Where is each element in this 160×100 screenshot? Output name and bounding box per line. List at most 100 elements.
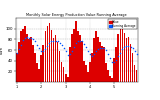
Point <box>127 46 130 47</box>
Bar <box>73 29 75 82</box>
Bar <box>34 53 36 82</box>
Bar <box>67 77 68 82</box>
Point <box>20 44 22 46</box>
Point <box>60 44 63 46</box>
Bar <box>85 65 87 82</box>
Bar <box>22 29 24 82</box>
Bar <box>32 45 34 82</box>
Point <box>24 37 26 38</box>
Point <box>52 41 55 42</box>
Bar <box>63 67 64 82</box>
Bar <box>55 35 56 82</box>
Point <box>56 41 59 42</box>
Bar <box>134 65 135 82</box>
Point <box>107 53 109 55</box>
Point <box>66 55 69 56</box>
Point <box>62 47 65 49</box>
Point <box>72 46 75 48</box>
Bar <box>40 55 42 82</box>
Bar <box>81 42 83 82</box>
Bar <box>117 34 119 82</box>
Bar <box>103 47 105 82</box>
Bar <box>30 37 32 82</box>
Bar <box>16 53 18 82</box>
Point <box>113 61 116 62</box>
Bar <box>132 53 133 82</box>
Bar <box>87 72 89 82</box>
Point <box>123 46 126 48</box>
Bar <box>77 31 79 82</box>
Legend: Value, Running Average: Value, Running Average <box>108 19 137 29</box>
Point <box>97 48 99 50</box>
Point <box>133 50 136 52</box>
Point <box>75 42 77 44</box>
Point <box>105 49 108 51</box>
Point <box>22 40 24 41</box>
Bar <box>122 24 123 82</box>
Point <box>18 48 20 50</box>
Bar <box>20 31 22 82</box>
Bar <box>69 47 71 82</box>
Point <box>93 54 95 55</box>
Point <box>44 48 47 50</box>
Bar <box>107 70 109 82</box>
Bar <box>49 23 50 82</box>
Point <box>125 46 128 47</box>
Bar <box>24 26 26 82</box>
Bar <box>36 63 38 82</box>
Bar <box>89 62 91 82</box>
Point <box>99 47 101 49</box>
Point <box>58 42 61 43</box>
Point <box>48 42 51 44</box>
Point <box>101 47 103 49</box>
Bar <box>97 37 99 82</box>
Bar <box>57 42 58 82</box>
Point <box>36 44 39 46</box>
Title: Monthly Solar Energy Production Value Running Average: Monthly Solar Energy Production Value Ru… <box>27 13 127 17</box>
Point <box>129 46 132 48</box>
Point <box>42 50 45 52</box>
Bar <box>18 42 20 82</box>
Bar <box>101 46 103 82</box>
Bar <box>26 34 28 82</box>
Bar <box>116 47 117 82</box>
Bar <box>95 31 97 82</box>
Point <box>46 45 49 46</box>
Bar <box>61 62 62 82</box>
Point <box>109 57 112 59</box>
Bar <box>120 29 121 82</box>
Point <box>50 41 53 42</box>
Point <box>111 61 114 62</box>
Bar <box>53 38 54 82</box>
Bar <box>79 35 81 82</box>
Point <box>103 47 105 49</box>
Point <box>89 53 91 55</box>
Point <box>54 41 57 42</box>
Bar <box>130 44 131 82</box>
Bar <box>91 53 93 82</box>
Bar <box>38 69 40 82</box>
Bar <box>99 42 101 82</box>
Point <box>38 48 41 49</box>
Point <box>70 50 73 51</box>
Bar <box>71 34 73 82</box>
Point <box>135 54 138 55</box>
Bar <box>113 58 115 82</box>
Point <box>79 40 81 42</box>
Bar <box>28 39 30 82</box>
Point <box>81 41 83 42</box>
Point <box>32 38 35 40</box>
Point <box>76 41 79 42</box>
Bar <box>109 76 111 82</box>
Point <box>121 49 124 50</box>
Point <box>16 52 18 54</box>
Bar <box>83 61 85 82</box>
Point <box>95 50 97 52</box>
Point <box>131 48 134 49</box>
Bar <box>75 21 77 82</box>
Point <box>68 54 71 55</box>
Bar <box>126 38 127 82</box>
Bar <box>136 70 137 82</box>
Point <box>64 50 67 52</box>
Point <box>28 37 30 38</box>
